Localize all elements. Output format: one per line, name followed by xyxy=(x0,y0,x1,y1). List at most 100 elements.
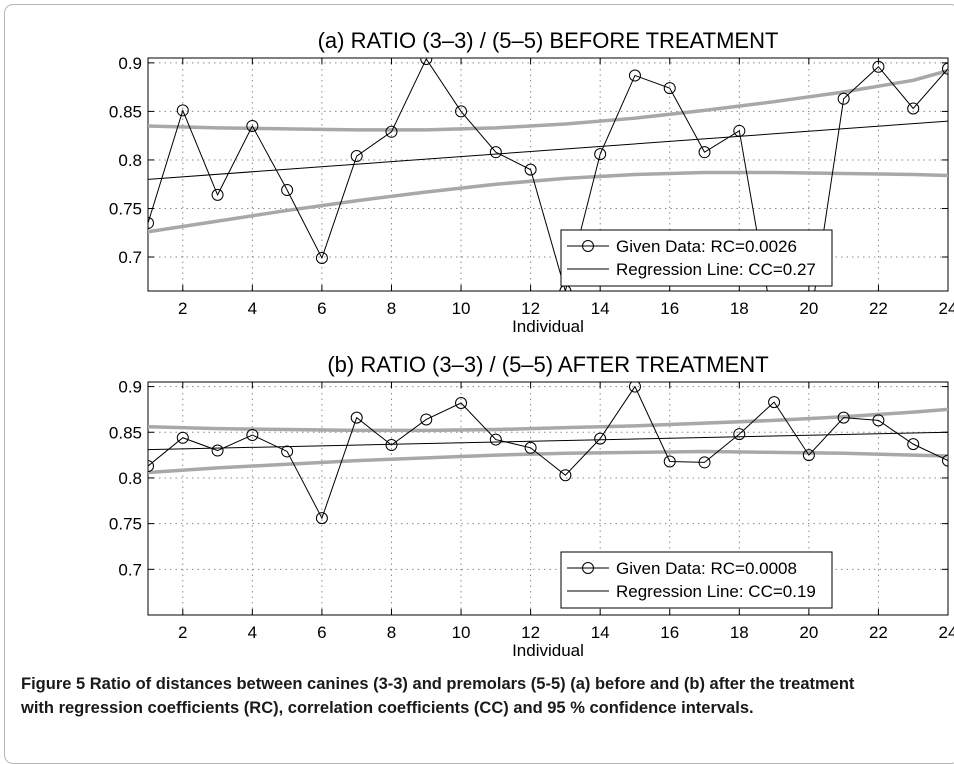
chart-b-legend-data-label: Given Data: RC=0.0008 xyxy=(616,559,797,578)
chart-b-xtick-label: 4 xyxy=(248,623,257,642)
chart-b-data-point xyxy=(420,413,433,426)
chart-a-data-point xyxy=(594,148,607,161)
chart-a-data-point xyxy=(176,104,189,117)
chart-b-legend: Given Data: RC=0.0008 Regression Line: CC… xyxy=(560,551,833,609)
chart-a-data-point xyxy=(663,82,676,95)
chart-b-ytick-label: 0.85 xyxy=(109,423,142,442)
chart-b-xtick-label: 6 xyxy=(317,623,326,642)
chart-b-data-point xyxy=(315,512,328,525)
chart-b-ytick-label: 0.9 xyxy=(118,378,142,397)
chart-a-data-point xyxy=(281,184,294,197)
chart-a-xtick-label: 6 xyxy=(317,299,326,318)
chart-a-xtick-label: 12 xyxy=(521,299,540,318)
chart-a-data-point xyxy=(524,163,537,176)
chart-a-data-point xyxy=(489,146,502,159)
chart-b-legend-data-marker xyxy=(582,562,594,574)
chart-b-title: (b) RATIO (3–3) / (5–5) AFTER TREATMENT xyxy=(327,352,768,377)
chart-b-legend-regression-label: Regression Line: CC=0.19 xyxy=(616,582,816,601)
chart-b-ytick-label: 0.8 xyxy=(118,469,142,488)
chart-a-ytick-label: 0.8 xyxy=(118,151,142,170)
chart-a-data-point xyxy=(385,125,398,138)
chart-b-data-point xyxy=(628,382,641,393)
chart-a-data-line xyxy=(148,58,948,291)
chart-after-treatment: (b) RATIO (3–3) / (5–5) AFTER TREATMENT 2… xyxy=(109,352,954,660)
chart-b-data-point xyxy=(872,414,885,427)
chart-a-xtick-label: 22 xyxy=(869,299,888,318)
chart-b-data-point xyxy=(663,455,676,468)
chart-a-xtick-label: 16 xyxy=(660,299,679,318)
chart-a-xtick-label: 14 xyxy=(591,299,610,318)
chart-b-data-point xyxy=(246,428,259,441)
chart-b-xtick-label: 12 xyxy=(521,623,540,642)
chart-b-tick-marks xyxy=(148,382,949,615)
chart-a-legend: Given Data: RC=0.0026 Regression Line: CC… xyxy=(560,229,833,287)
chart-b-plot-area xyxy=(148,382,948,525)
chart-a-data-point xyxy=(942,62,948,75)
chart-b-data-point xyxy=(594,432,607,445)
chart-b-data-point xyxy=(176,431,189,444)
chart-a-data-point xyxy=(148,217,154,230)
chart-a-data-point xyxy=(837,92,850,105)
chart-b-data-point xyxy=(768,396,781,409)
chart-a-legend-regression-label: Regression Line: CC=0.27 xyxy=(616,260,816,279)
chart-b-ytick-label: 0.75 xyxy=(109,515,142,534)
chart-b-data-point xyxy=(733,428,746,441)
chart-a-data-point xyxy=(872,60,885,73)
chart-b-confidence-upper-curve xyxy=(148,407,948,433)
chart-before-treatment: (a) RATIO (3–3) / (5–5) BEFORE TREATMENT… xyxy=(109,28,954,336)
chart-a-ytick-label: 0.9 xyxy=(118,54,142,73)
chart-a-data-point xyxy=(350,150,363,163)
chart-b-data-point xyxy=(211,444,224,457)
chart-b-data-point xyxy=(148,460,154,473)
chart-a-xtick-label: 24 xyxy=(939,299,954,318)
chart-b-xtick-label: 20 xyxy=(799,623,818,642)
chart-b-data-point xyxy=(837,411,850,424)
chart-b-axes-box xyxy=(147,381,949,616)
chart-a-confidence-upper-curve xyxy=(148,68,948,132)
chart-b-data-line xyxy=(148,385,948,520)
chart-a-data-point xyxy=(455,105,468,118)
chart-a-regression-line xyxy=(148,120,948,180)
chart-a-ytick-label: 0.7 xyxy=(118,248,142,267)
chart-a-data-point xyxy=(628,69,641,82)
chart-a-data-point xyxy=(907,102,920,115)
chart-b-data-point xyxy=(455,397,468,410)
chart-b-data-point xyxy=(907,438,920,451)
chart-b-data-point xyxy=(559,469,572,482)
chart-b-data-point xyxy=(942,454,948,467)
chart-a-xlabel: Individual xyxy=(512,317,584,336)
chart-b-data-point xyxy=(489,433,502,446)
chart-b-data-point xyxy=(802,449,815,462)
chart-a-plot-area xyxy=(148,58,948,291)
chart-a-ytick-label: 0.75 xyxy=(109,199,142,218)
chart-b-data-point xyxy=(385,439,398,452)
chart-b-data-point xyxy=(350,411,363,424)
chart-b-legend-box xyxy=(560,551,833,609)
chart-b-xtick-label: 8 xyxy=(387,623,396,642)
chart-b-xtick-label: 2 xyxy=(178,623,187,642)
chart-b-ytick-label: 0.7 xyxy=(118,560,142,579)
chart-b-data-point xyxy=(524,441,537,454)
chart-b-data-point xyxy=(281,445,294,458)
chart-b-regression-line xyxy=(148,431,948,451)
chart-a-title: (a) RATIO (3–3) / (5–5) BEFORE TREATMENT xyxy=(318,28,779,53)
chart-b-xtick-label: 22 xyxy=(869,623,888,642)
chart-b-data-point xyxy=(698,456,711,469)
chart-b-xtick-label: 16 xyxy=(660,623,679,642)
chart-a-data-point xyxy=(246,119,259,132)
chart-b-xtick-label: 14 xyxy=(591,623,610,642)
chart-a-data-point xyxy=(420,58,433,65)
chart-a-data-point xyxy=(315,251,328,264)
chart-b-confidence-lower-curve xyxy=(148,449,948,475)
chart-a-xtick-label: 4 xyxy=(248,299,257,318)
chart-a-data-point xyxy=(211,188,224,201)
chart-a-data-point xyxy=(733,124,746,137)
chart-a-tick-marks xyxy=(148,58,949,291)
chart-a-xtick-label: 8 xyxy=(387,299,396,318)
chart-a-xtick-label: 2 xyxy=(178,299,187,318)
chart-b-xtick-label: 10 xyxy=(452,623,471,642)
chart-a-confidence-lower-curve xyxy=(148,170,948,234)
chart-a-xtick-label: 20 xyxy=(799,299,818,318)
chart-b-xlabel: Individual xyxy=(512,641,584,660)
chart-b-xtick-label: 18 xyxy=(730,623,749,642)
